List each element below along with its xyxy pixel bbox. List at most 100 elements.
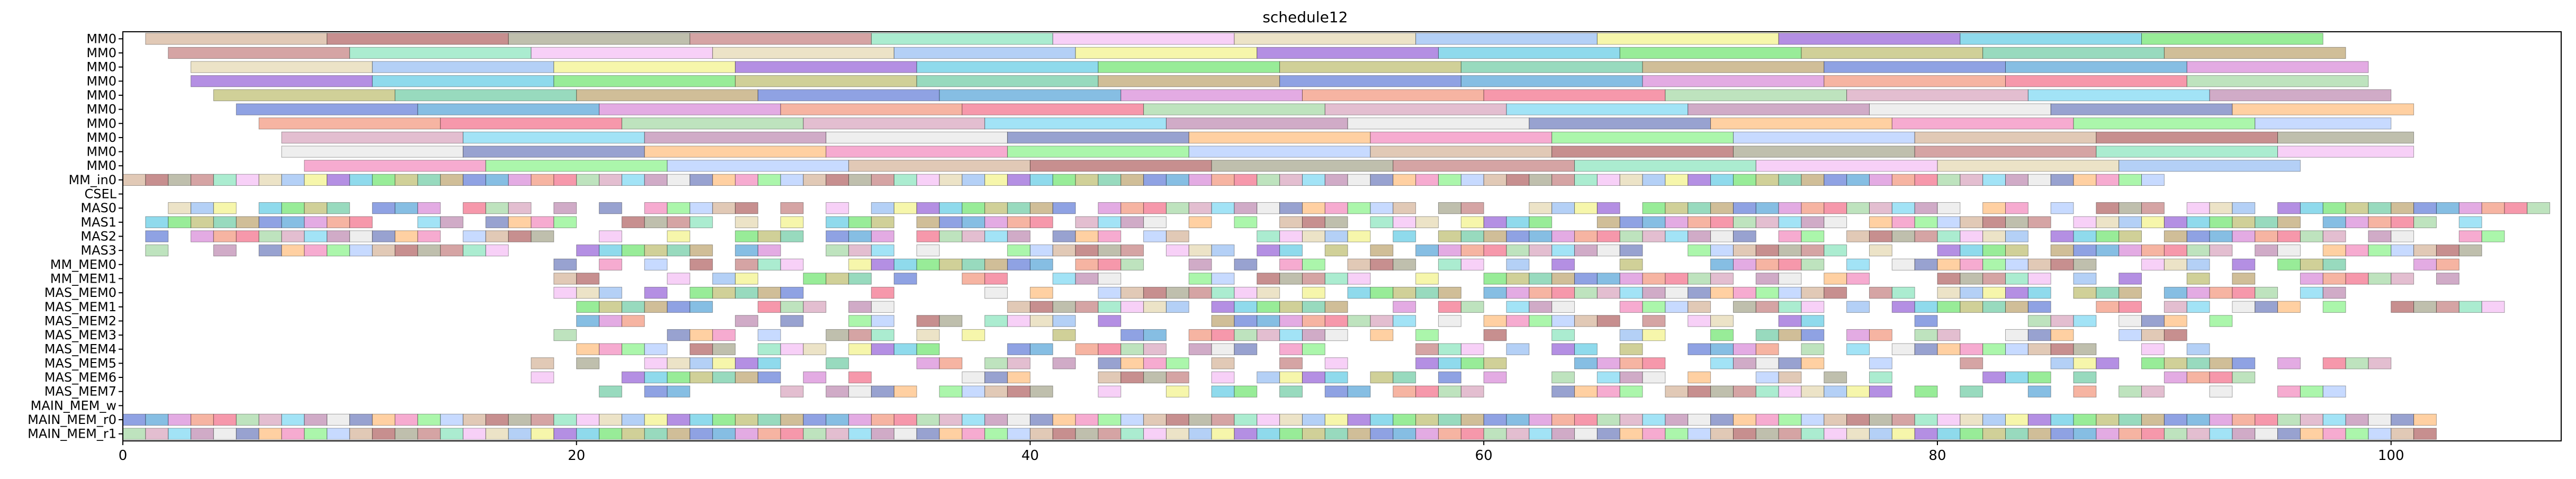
gantt-bar-mas-mem1 bbox=[1688, 301, 1711, 313]
gantt-bar-mas1 bbox=[2141, 216, 2165, 229]
gantt-bar-mas2 bbox=[2209, 230, 2233, 242]
gantt-bar-mm0 bbox=[372, 75, 554, 87]
gantt-bar-mm-in0 bbox=[1710, 174, 1734, 186]
gantt-bar-mas-mem3 bbox=[1778, 329, 1802, 341]
gantt-bar-mas-mem6 bbox=[1256, 371, 1280, 384]
gantt-bar-mas1 bbox=[1007, 216, 1030, 229]
gantt-bar-mas3 bbox=[1324, 244, 1348, 257]
gantt-bar-mas3 bbox=[576, 244, 600, 257]
gantt-bar-mas-mem3 bbox=[2027, 329, 2051, 341]
gantt-bar-main-mem-r0 bbox=[962, 413, 985, 426]
y-tick-label: MM_in0 bbox=[68, 173, 116, 187]
gantt-bar-mm-mem1 bbox=[2368, 273, 2392, 285]
gantt-bar-mm0 bbox=[1460, 61, 1643, 73]
gantt-bar-mm0 bbox=[1279, 61, 1461, 73]
gantt-bar-mas1 bbox=[780, 216, 804, 229]
gantt-bar-main-mem-r0 bbox=[1869, 413, 1892, 426]
gantt-bar-mas2 bbox=[2050, 230, 2074, 242]
gantt-bar-mas2 bbox=[236, 230, 259, 242]
gantt-bar-mas3 bbox=[1120, 244, 1144, 257]
gantt-bar-mm-in0 bbox=[1029, 174, 1053, 186]
gantt-bar-mas0 bbox=[1166, 202, 1189, 214]
gantt-bar-mas-mem3 bbox=[1188, 329, 1212, 341]
gantt-bar-main-mem-r1 bbox=[2050, 428, 2074, 440]
y-tick-label: MAS0 bbox=[80, 201, 116, 215]
gantt-bar-mas0 bbox=[984, 202, 1008, 214]
gantt-bar-mas-mem0 bbox=[1733, 286, 1756, 299]
gantt-bar-mas-mem1 bbox=[1801, 301, 1825, 313]
gantt-bar-mas-mem7 bbox=[1755, 385, 1779, 397]
gantt-bar-mas3 bbox=[1824, 244, 1847, 257]
gantt-bar-main-mem-r0 bbox=[1166, 413, 1189, 426]
gantt-bar-mas-mem6 bbox=[2005, 371, 2029, 384]
gantt-bar-mm0 bbox=[893, 47, 1076, 59]
x-tick-label: 60 bbox=[1475, 448, 1493, 464]
gantt-bar-mm-mem1 bbox=[1052, 273, 1076, 285]
gantt-bar-mm-in0 bbox=[236, 174, 259, 186]
gantt-bar-mas1 bbox=[916, 216, 940, 229]
gantt-bar-mm0 bbox=[1733, 146, 1915, 158]
gantt-bar-mas1 bbox=[1596, 216, 1620, 229]
gantt-bar-mm-mem1 bbox=[2005, 273, 2029, 285]
gantt-bar-mas3 bbox=[1801, 244, 1825, 257]
gantt-bar-mas-mem1 bbox=[2005, 301, 2029, 313]
gantt-bar-mas0 bbox=[1642, 202, 1666, 214]
gantt-bar-main-mem-r0 bbox=[1256, 413, 1280, 426]
gantt-bar-mas-mem2 bbox=[2050, 315, 2074, 327]
gantt-bar-mas-mem5 bbox=[667, 357, 690, 369]
gantt-bar-mas1 bbox=[440, 216, 464, 229]
gantt-bar-mm0 bbox=[871, 33, 1053, 45]
y-tick-label: MAS_MEM1 bbox=[44, 300, 116, 314]
gantt-bar-mas-mem3 bbox=[1755, 329, 1779, 341]
gantt-bar-mm-in0 bbox=[735, 174, 758, 186]
gantt-bar-mas-mem3 bbox=[871, 329, 894, 341]
gantt-bar-mas-mem0 bbox=[712, 286, 736, 299]
gantt-bar-mas2 bbox=[1619, 230, 1643, 242]
gantt-bar-main-mem-r1 bbox=[2027, 428, 2051, 440]
gantt-bar-mm-mem0 bbox=[2322, 258, 2346, 270]
gantt-bar-mm-mem1 bbox=[1551, 273, 1575, 285]
gantt-bar-mas0 bbox=[2436, 202, 2460, 214]
gantt-bar-mm-mem0 bbox=[2141, 258, 2165, 270]
gantt-bar-main-mem-r0 bbox=[893, 413, 917, 426]
gantt-bar-main-mem-r1 bbox=[1438, 428, 1461, 440]
gantt-bar-mas0 bbox=[2277, 202, 2301, 214]
gantt-bar-mm0 bbox=[2232, 103, 2415, 115]
gantt-bar-mas-mem5 bbox=[1619, 357, 1643, 369]
gantt-bar-mas2 bbox=[2481, 230, 2505, 242]
gantt-bar-mm-mem1 bbox=[1982, 273, 2006, 285]
gantt-bar-mm-mem1 bbox=[2073, 273, 2097, 285]
gantt-bar-mm0 bbox=[2050, 103, 2233, 115]
gantt-bar-main-mem-r1 bbox=[1642, 428, 1666, 440]
gantt-bar-main-mem-r0 bbox=[1098, 413, 1121, 426]
gantt-bar-mas3 bbox=[372, 244, 396, 257]
gantt-bar-mm-mem0 bbox=[2164, 258, 2187, 270]
gantt-bar-mas0 bbox=[1710, 202, 1734, 214]
gantt-bar-mm-mem0 bbox=[1279, 258, 1303, 270]
gantt-bar-mm-mem0 bbox=[689, 258, 713, 270]
gantt-bar-main-mem-r0 bbox=[463, 413, 486, 426]
gantt-bar-main-mem-r1 bbox=[191, 428, 214, 440]
gantt-bar-mas2 bbox=[1937, 230, 1961, 242]
y-tick-label: MAS_MEM4 bbox=[44, 342, 116, 357]
gantt-bar-mas-mem0 bbox=[644, 286, 668, 299]
gantt-bar-mas-mem0 bbox=[2209, 286, 2233, 299]
gantt-bar-mas-mem3 bbox=[1642, 329, 1666, 341]
gantt-bar-mas1 bbox=[1960, 216, 1983, 229]
gantt-bar-mas0 bbox=[2504, 202, 2528, 214]
gantt-bar-mas0 bbox=[1846, 202, 1870, 214]
gantt-bar-main-mem-r1 bbox=[281, 428, 305, 440]
gantt-bar-mas2 bbox=[145, 230, 169, 242]
gantt-bar-main-mem-r0 bbox=[1529, 413, 1552, 426]
gantt-bar-mas2 bbox=[1052, 230, 1076, 242]
gantt-bar-mm0 bbox=[599, 103, 781, 115]
gantt-bar-main-mem-r1 bbox=[1460, 428, 1484, 440]
gantt-bar-mas2 bbox=[871, 230, 894, 242]
gantt-bar-main-mem-r0 bbox=[2413, 413, 2437, 426]
gantt-bar-mas2 bbox=[1846, 230, 1870, 242]
gantt-bar-mm0 bbox=[2096, 131, 2278, 144]
gantt-bar-mm0 bbox=[2277, 146, 2415, 158]
gantt-bar-mas1 bbox=[1642, 216, 1666, 229]
gantt-bar-mas-mem4 bbox=[576, 343, 600, 355]
gantt-bar-main-mem-r1 bbox=[1393, 428, 1416, 440]
